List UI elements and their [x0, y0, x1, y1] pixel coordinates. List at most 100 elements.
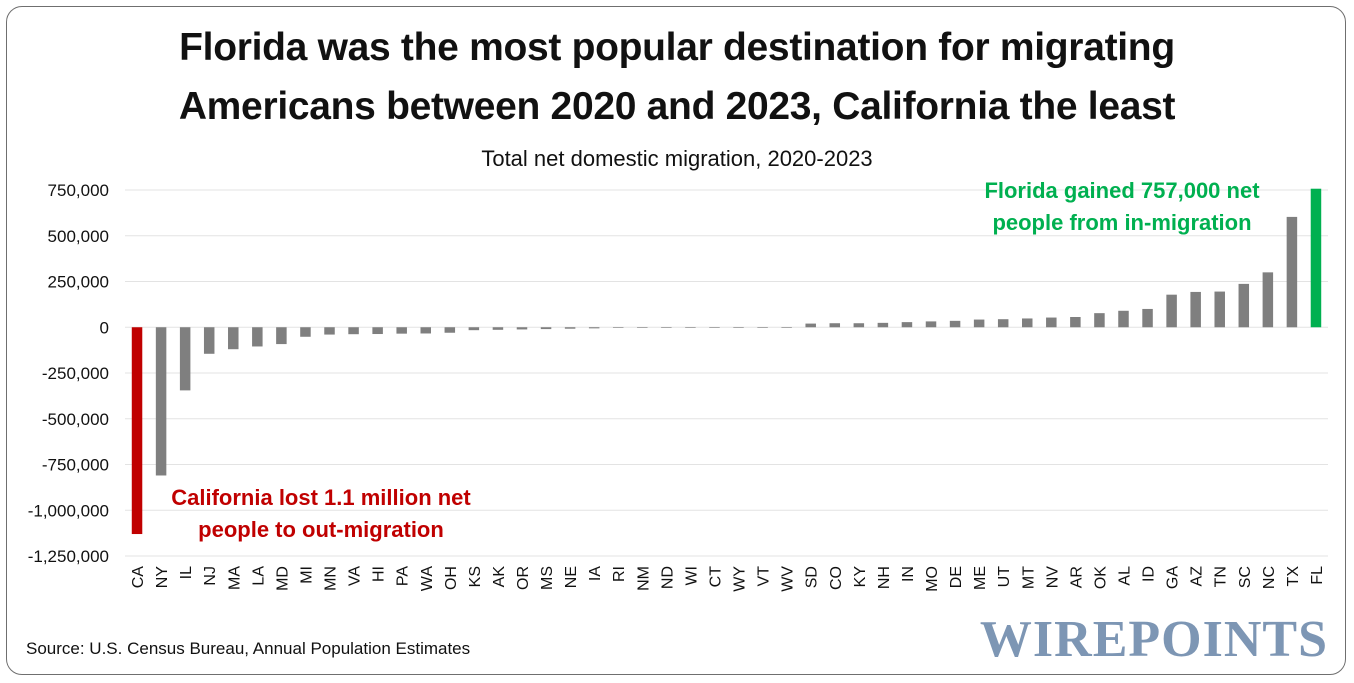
bar-mt — [1022, 318, 1033, 328]
x-tick-label-wy: WY — [732, 566, 749, 592]
x-tick-label-wv: WV — [780, 566, 797, 592]
bar-vt — [757, 327, 768, 328]
x-tick-label-mi: MI — [298, 566, 315, 584]
y-tick-label: 0 — [100, 318, 109, 337]
bar-ma — [228, 327, 239, 350]
bar-nd — [661, 327, 672, 328]
bar-ca — [131, 327, 143, 535]
bar-ky — [853, 323, 865, 328]
y-tick-label: 750,000 — [48, 181, 109, 200]
x-tick-label-nc: NC — [1261, 566, 1278, 589]
bar-ks — [468, 327, 480, 331]
california-annotation-line-2: people to out-migration — [198, 517, 444, 542]
bar-ms — [540, 327, 552, 330]
florida-annotation-line-1: Florida gained 757,000 net — [984, 178, 1260, 203]
florida-annotation-line-2: people from in-migration — [992, 210, 1251, 235]
chart-title-line-1: Florida was the most popular destination… — [179, 26, 1175, 69]
bar-fl — [1310, 188, 1322, 328]
x-tick-label-nh: NH — [876, 566, 893, 589]
bar-al — [1118, 310, 1129, 328]
x-tick-label-oh: OH — [443, 566, 460, 590]
bar-me — [973, 319, 985, 328]
x-tick-label-ok: OK — [1092, 566, 1109, 589]
wirepoints-logo: WIREPOINTS — [979, 611, 1328, 668]
bar-va — [348, 327, 359, 335]
bar-sd — [805, 323, 816, 328]
bar-nc — [1262, 272, 1274, 328]
x-tick-label-nj: NJ — [202, 566, 219, 586]
bar-tx — [1286, 216, 1298, 328]
x-tick-label-hi: HI — [371, 566, 388, 582]
bar-wa — [420, 327, 431, 334]
bar-pa — [396, 327, 407, 334]
x-tick-label-tx: TX — [1285, 566, 1302, 587]
bar-sc — [1238, 283, 1250, 328]
x-tick-label-ia: IA — [587, 566, 604, 581]
y-tick-label: 250,000 — [48, 273, 109, 292]
bar-ny — [155, 327, 167, 476]
y-tick-label: -1,000,000 — [28, 501, 109, 520]
bar-ri — [612, 327, 624, 328]
bar-id — [1142, 308, 1153, 328]
bar-wv — [781, 327, 792, 328]
bar-mi — [300, 327, 311, 337]
bar-wi — [685, 327, 696, 328]
x-tick-label-ne: NE — [563, 566, 580, 588]
bar-ct — [709, 327, 720, 328]
x-tick-label-ga: GA — [1165, 566, 1182, 589]
x-tick-label-pa: PA — [395, 566, 412, 586]
bar-ut — [997, 319, 1009, 328]
x-tick-label-or: OR — [515, 566, 532, 590]
x-tick-label-ks: KS — [467, 566, 484, 587]
x-tick-label-nv: NV — [1044, 566, 1061, 589]
bar-co — [829, 323, 841, 328]
x-tick-label-wa: WA — [419, 566, 436, 592]
bar-nh — [877, 322, 889, 328]
x-tick-label-vt: VT — [756, 566, 773, 587]
x-tick-label-ct: CT — [707, 566, 724, 588]
x-tick-label-md: MD — [274, 566, 291, 591]
bar-oh — [444, 327, 456, 333]
bar-hi — [372, 327, 383, 335]
bar-ia — [588, 327, 600, 329]
x-tick-label-ri: RI — [611, 566, 628, 582]
bar-mn — [324, 327, 335, 335]
bar-la — [252, 327, 263, 347]
x-tick-label-ms: MS — [539, 566, 556, 590]
x-tick-label-az: AZ — [1189, 566, 1206, 587]
x-tick-label-mo: MO — [924, 566, 941, 592]
bar-ne — [564, 327, 576, 329]
california-annotation-line-1: California lost 1.1 million net — [171, 485, 471, 510]
bar-in — [901, 322, 913, 328]
x-tick-label-de: DE — [948, 566, 965, 588]
y-tick-label: -500,000 — [42, 410, 109, 429]
source-note: Source: U.S. Census Bureau, Annual Popul… — [26, 639, 471, 658]
bar-ak — [492, 327, 504, 330]
x-tick-label-tn: TN — [1213, 566, 1230, 587]
x-tick-label-ak: AK — [491, 566, 508, 588]
bar-tn — [1214, 291, 1225, 328]
x-tick-label-me: ME — [972, 566, 989, 590]
y-tick-label: -250,000 — [42, 364, 109, 383]
bar-wy — [733, 327, 744, 328]
x-tick-label-ky: KY — [852, 566, 869, 588]
x-tick-label-sc: SC — [1237, 566, 1254, 588]
x-tick-label-wi: WI — [683, 566, 700, 586]
bar-nm — [637, 327, 648, 328]
bar-mo — [925, 321, 937, 328]
bar-il — [179, 327, 191, 391]
bar-ok — [1094, 313, 1105, 328]
x-tick-label-il: IL — [178, 566, 195, 579]
y-tick-label: -1,250,000 — [28, 547, 109, 566]
bar-ga — [1166, 294, 1177, 328]
x-tick-label-ny: NY — [154, 566, 171, 589]
x-tick-label-nd: ND — [659, 566, 676, 589]
chart-title-line-2: Americans between 2020 and 2023, Califor… — [178, 85, 1176, 128]
bar-md — [276, 327, 287, 345]
x-tick-label-la: LA — [250, 566, 267, 586]
x-tick-label-nm: NM — [635, 566, 652, 591]
y-tick-label: -750,000 — [42, 456, 109, 475]
x-tick-label-id: ID — [1141, 566, 1158, 582]
y-tick-label: 500,000 — [48, 227, 109, 246]
